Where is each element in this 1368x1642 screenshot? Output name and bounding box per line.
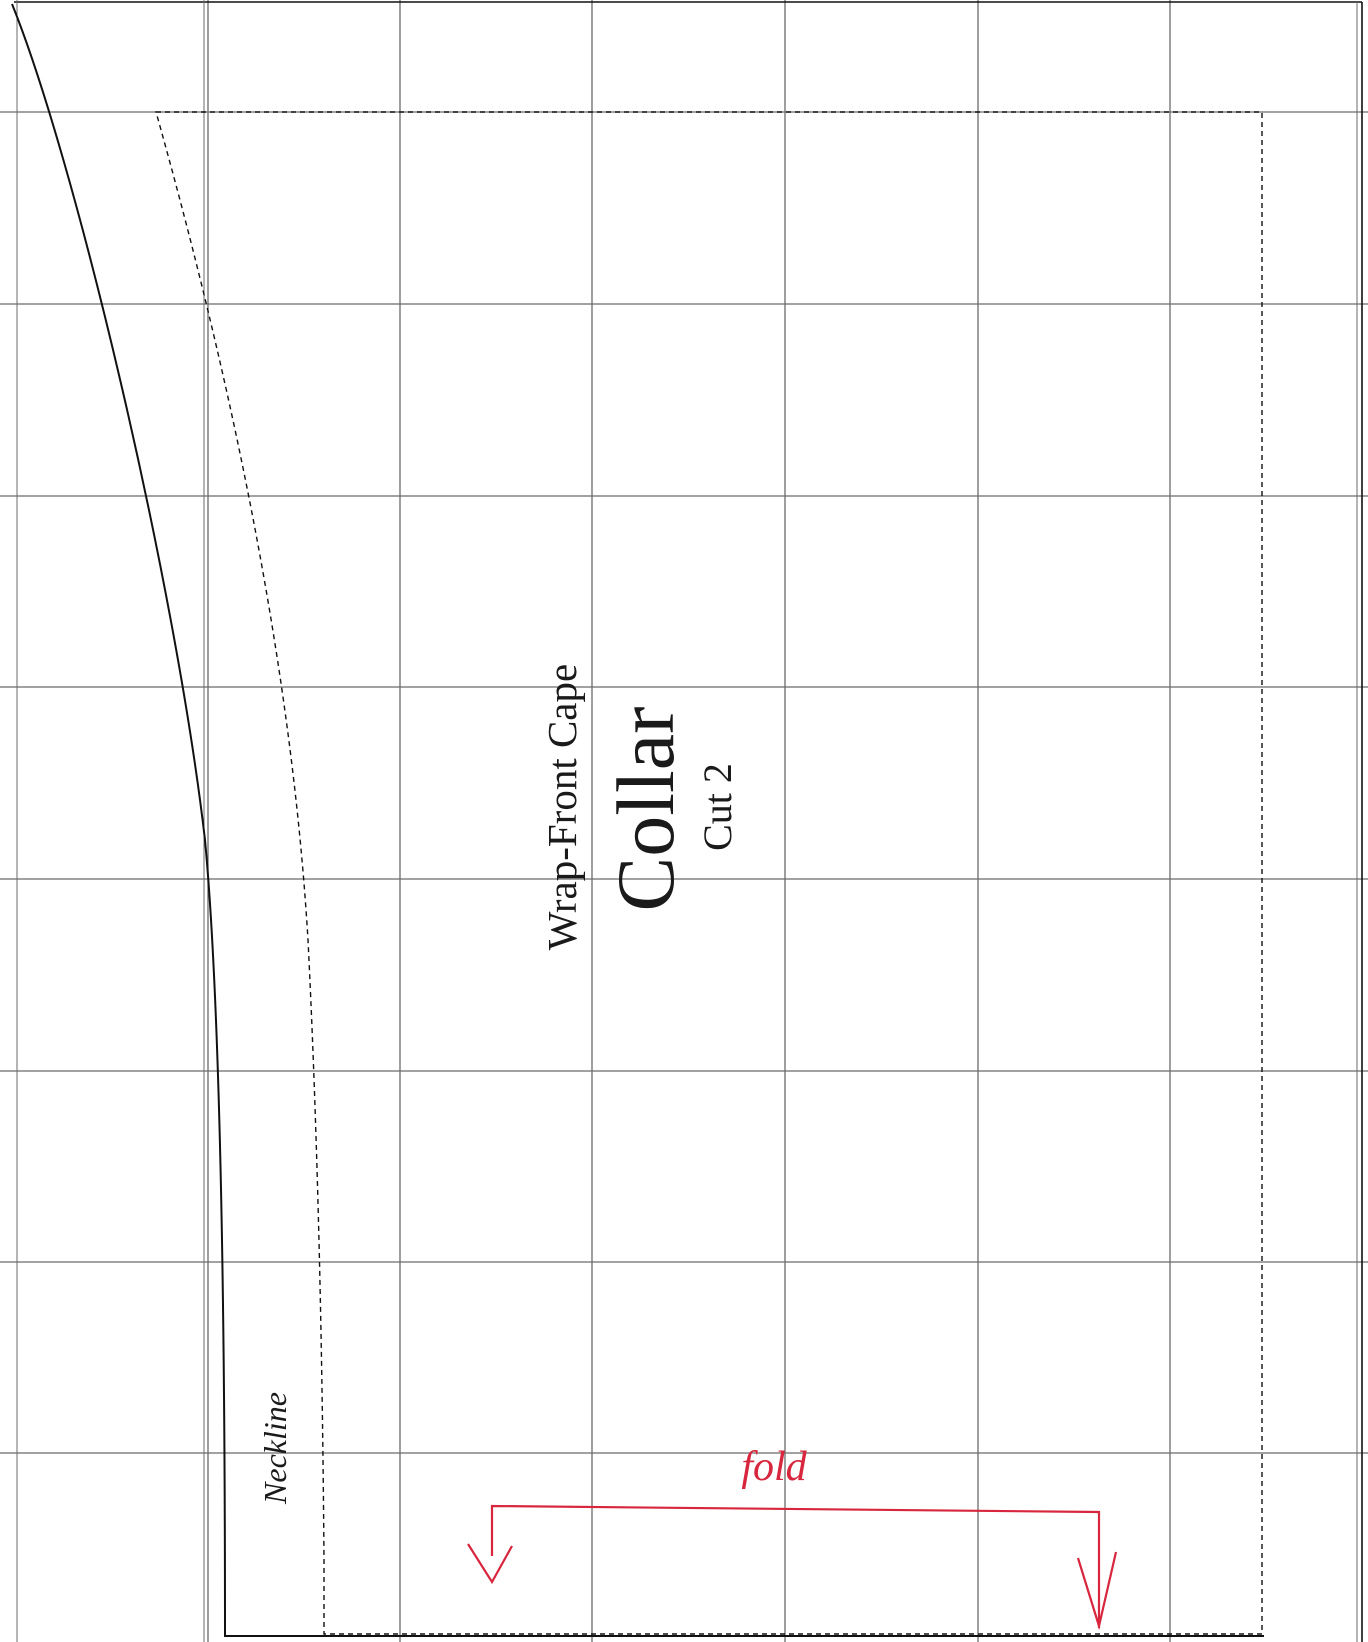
fold-arrow-right [1076,1551,1118,1631]
fold-label: fold [741,1444,807,1490]
cut-quantity: Cut 2 [695,763,740,851]
sheet-border [14,1,1363,1642]
piece-name: Collar [600,707,691,912]
fold-bracket [467,1504,1118,1631]
garment-title: Wrap-Front Cape [539,664,585,950]
collar-seam-line [155,111,1263,1635]
neckline-label: Neckline [257,1392,293,1505]
fold-line [490,1504,1101,1628]
fold-arrow-left [467,1543,513,1585]
collar-cut-line [11,3,1264,1637]
